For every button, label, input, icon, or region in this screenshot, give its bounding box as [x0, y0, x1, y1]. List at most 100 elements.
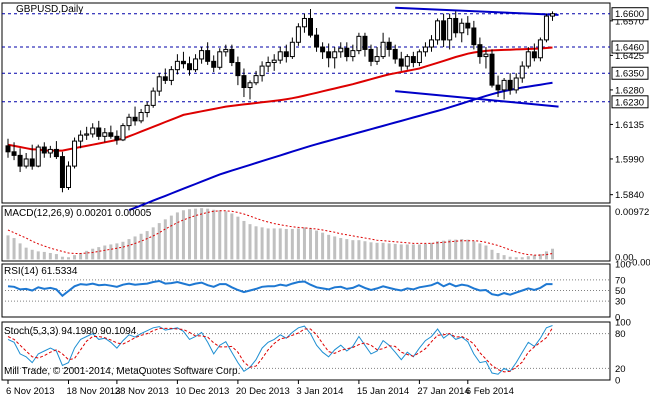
- candle: [374, 47, 380, 65]
- candle: [537, 37, 543, 62]
- macd-bar: [345, 239, 349, 260]
- macd-bar: [357, 240, 361, 260]
- macd-bar: [484, 245, 488, 260]
- candle: [289, 37, 295, 59]
- candle: [132, 106, 138, 126]
- ma-slow-line: [128, 81, 553, 212]
- candle-body-bear: [531, 51, 537, 59]
- candle: [174, 54, 180, 75]
- upper-trendline: [395, 6, 559, 16]
- candle: [271, 54, 277, 71]
- candle: [447, 13, 453, 50]
- candle-body-bull: [537, 39, 543, 59]
- x-tick-label: 6 Feb 2014: [466, 386, 514, 397]
- macd-bar: [309, 228, 312, 260]
- candle: [465, 16, 471, 36]
- candle-body-bear: [96, 127, 102, 137]
- candle-body-bear: [398, 58, 404, 67]
- x-tick-label: 18 Nov 2013: [67, 386, 121, 397]
- macd-bar: [375, 242, 379, 260]
- candle-body-bull: [78, 134, 84, 142]
- macd-bar: [18, 243, 22, 260]
- candle: [392, 44, 398, 64]
- candle-body-bull: [102, 132, 108, 137]
- candle-body-bull: [513, 77, 519, 91]
- candle: [519, 61, 525, 83]
- candle-body-bear: [326, 51, 332, 59]
- candle: [422, 42, 428, 57]
- macd-bar: [460, 239, 464, 260]
- candle: [102, 128, 108, 143]
- candle-body-bear: [471, 27, 477, 46]
- candle-body-bear: [489, 53, 495, 86]
- candle-body-bull: [156, 76, 162, 92]
- macd-bar: [333, 236, 337, 260]
- rsi-y-tick-label: 100: [615, 260, 631, 271]
- candle-body-bear: [477, 44, 483, 58]
- candle: [72, 137, 78, 169]
- candle-body-bear: [386, 41, 392, 50]
- candle-body-bull: [295, 26, 301, 43]
- candle-body-bull: [356, 35, 362, 52]
- candle-body-bear: [441, 20, 447, 41]
- candle-body-bull: [120, 125, 126, 141]
- stochastic-panel: [2, 325, 610, 375]
- macd-bar: [36, 251, 40, 260]
- candle: [259, 61, 265, 82]
- rsi-line: [7, 279, 553, 298]
- macd-bar: [296, 228, 300, 260]
- level-price-box: [611, 7, 649, 21]
- candle-body-bear: [283, 51, 289, 58]
- rsi-y-tick-label: 70: [615, 275, 626, 286]
- candle-body-bull: [404, 56, 410, 67]
- x-tick-label: 6 Nov 2013: [6, 386, 55, 397]
- macd-bar: [145, 231, 149, 260]
- candle-body-bull: [72, 140, 78, 167]
- candle: [277, 47, 283, 64]
- macd-y-tick-label: -0.00183: [629, 257, 650, 268]
- candle-body-bear: [29, 158, 35, 167]
- candle: [187, 56, 192, 76]
- candle: [241, 68, 247, 98]
- candle-body-bull: [223, 48, 229, 53]
- macd-bar: [169, 215, 173, 260]
- rsi-y-tick-label: 30: [615, 297, 626, 308]
- macd-bar: [266, 228, 270, 260]
- candle-body-bull: [459, 22, 465, 34]
- candle: [483, 47, 489, 69]
- rsi-panel: [2, 279, 610, 302]
- macd-panel: [6, 208, 554, 260]
- macd-bar: [248, 224, 252, 260]
- candle: [368, 44, 374, 67]
- macd-bar: [544, 251, 548, 260]
- macd-bar: [121, 241, 125, 260]
- candle: [295, 23, 301, 46]
- candle-body-bear: [465, 22, 471, 29]
- candle-body-bull: [550, 13, 555, 17]
- candle-body-bull: [380, 41, 386, 58]
- macd-bar: [466, 239, 470, 260]
- candle-body-bear: [507, 79, 513, 91]
- candle: [53, 141, 59, 159]
- candle-body-bull: [138, 112, 144, 122]
- macd-bar: [48, 252, 52, 260]
- macd-bar: [321, 232, 325, 260]
- candle: [380, 32, 386, 59]
- candle: [301, 13, 307, 33]
- candle-body-bull: [247, 82, 253, 89]
- copyright-text: Mill Trade, © 2001-2014, MetaQuotes Soft…: [4, 366, 241, 377]
- candle-body-bear: [59, 156, 65, 189]
- macd-bar: [218, 210, 222, 260]
- candle-body-bull: [543, 15, 549, 41]
- candle: [96, 120, 102, 140]
- macd-bar: [405, 244, 409, 260]
- candle-body-bear: [392, 48, 398, 60]
- candle: [23, 153, 29, 169]
- level-price-label: 1.6230: [615, 97, 644, 108]
- x-tick-label: 20 Dec 2013: [236, 386, 290, 397]
- x-tick-label: 15 Jan 2014: [357, 386, 409, 397]
- panel-frame-main: [1, 2, 611, 204]
- candle: [344, 42, 350, 62]
